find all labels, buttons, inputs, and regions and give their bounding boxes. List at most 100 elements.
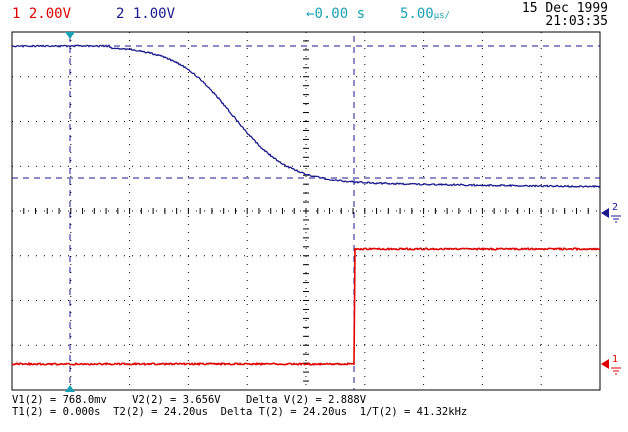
graticule-dot [129, 224, 130, 225]
cursor-t1-bottom-marker [65, 385, 75, 392]
axis-tick [411, 208, 412, 214]
graticule-dot [364, 144, 365, 145]
graticule-dot [108, 345, 109, 346]
graticule-dot [70, 56, 71, 57]
graticule-dot [423, 96, 424, 97]
graticule-dot [420, 211, 421, 212]
axis-tick [303, 94, 309, 95]
graticule-dot [316, 76, 317, 77]
graticule-dot [444, 166, 445, 167]
graticule-dot [70, 264, 71, 265]
graticule-dot [247, 264, 248, 265]
graticule-dot [140, 255, 141, 256]
graticule-dot [44, 121, 45, 122]
graticule-dot [404, 166, 405, 167]
graticule-dot [364, 128, 365, 129]
axis-tick [94, 208, 95, 214]
graticule-dot [247, 144, 248, 145]
graticule-dot [436, 345, 437, 346]
graticule-dot [564, 255, 565, 256]
graticule-dot [44, 166, 45, 167]
graticule-dot [306, 328, 307, 329]
graticule-dot [164, 345, 165, 346]
graticule-dot [372, 345, 373, 346]
graticule-dot [129, 280, 130, 281]
axis-tick [303, 336, 309, 337]
axis-tick [35, 208, 36, 214]
graticule-dot [306, 232, 307, 233]
graticule-dot [306, 216, 307, 217]
graticule-dot [508, 345, 509, 346]
graticule-dot [306, 104, 307, 105]
graticule-dot [188, 296, 189, 297]
graticule-dot [156, 166, 157, 167]
graticule-dot [412, 76, 413, 77]
graticule-dot [541, 232, 542, 233]
graticule-dot [482, 80, 483, 81]
graticule-dot [452, 76, 453, 77]
graticule-dot [492, 211, 493, 212]
graticule-dot [212, 255, 213, 256]
graticule-dot [541, 160, 542, 161]
graticule-dot [508, 166, 509, 167]
graticule-dot [556, 121, 557, 122]
graticule-dot [540, 166, 541, 167]
graticule-dot [306, 320, 307, 321]
graticule-dot [228, 255, 229, 256]
graticule-dot [292, 255, 293, 256]
graticule-dot [68, 76, 69, 77]
graticule-dot [548, 345, 549, 346]
graticule-dot [423, 200, 424, 201]
graticule-dot [348, 76, 349, 77]
graticule-dot [100, 300, 101, 301]
graticule-dot [423, 264, 424, 265]
graticule-dot [541, 56, 542, 57]
graticule-dot [541, 224, 542, 225]
graticule-dot [306, 224, 307, 225]
graticule-dot [228, 345, 229, 346]
axis-tick [47, 208, 48, 214]
graticule-dot [68, 211, 69, 212]
graticule-dot [276, 345, 277, 346]
graticule-dot [516, 255, 517, 256]
graticule-dot [482, 224, 483, 225]
graticule-dot [129, 360, 130, 361]
graticule-dot [524, 76, 525, 77]
axis-tick [303, 345, 309, 346]
graticule-dot [129, 128, 130, 129]
graticule-dot [247, 40, 248, 41]
graticule-dot [332, 255, 333, 256]
graticule-dot [412, 121, 413, 122]
axis-tick [303, 40, 309, 41]
graticule-dot [70, 120, 71, 121]
graticule-dot [423, 64, 424, 65]
graticule-dot [284, 76, 285, 77]
graticule-dot [482, 264, 483, 265]
graticule-dot [188, 152, 189, 153]
graticule-dot [348, 121, 349, 122]
graticule-dot [396, 255, 397, 256]
graticule-dot [588, 166, 589, 167]
graticule-dot [423, 336, 424, 337]
graticule-dot [364, 216, 365, 217]
axis-tick [223, 208, 224, 214]
graticule-dot [306, 272, 307, 273]
axis-tick [164, 208, 165, 214]
graticule-dot [516, 345, 517, 346]
graticule-dot [188, 288, 189, 289]
graticule-dot [436, 166, 437, 167]
axis-tick [303, 372, 309, 373]
graticule-dot [247, 360, 248, 361]
graticule-dot [423, 296, 424, 297]
graticule-dot [516, 300, 517, 301]
graticule-dot [482, 40, 483, 41]
graticule-dot [292, 121, 293, 122]
graticule-dot [188, 328, 189, 329]
graticule-dot [556, 300, 557, 301]
graticule-dot [172, 300, 173, 301]
graticule-dot [236, 166, 237, 167]
graticule-dot [236, 345, 237, 346]
graticule-dot [364, 200, 365, 201]
graticule-dot [482, 56, 483, 57]
graticule-dot [500, 121, 501, 122]
